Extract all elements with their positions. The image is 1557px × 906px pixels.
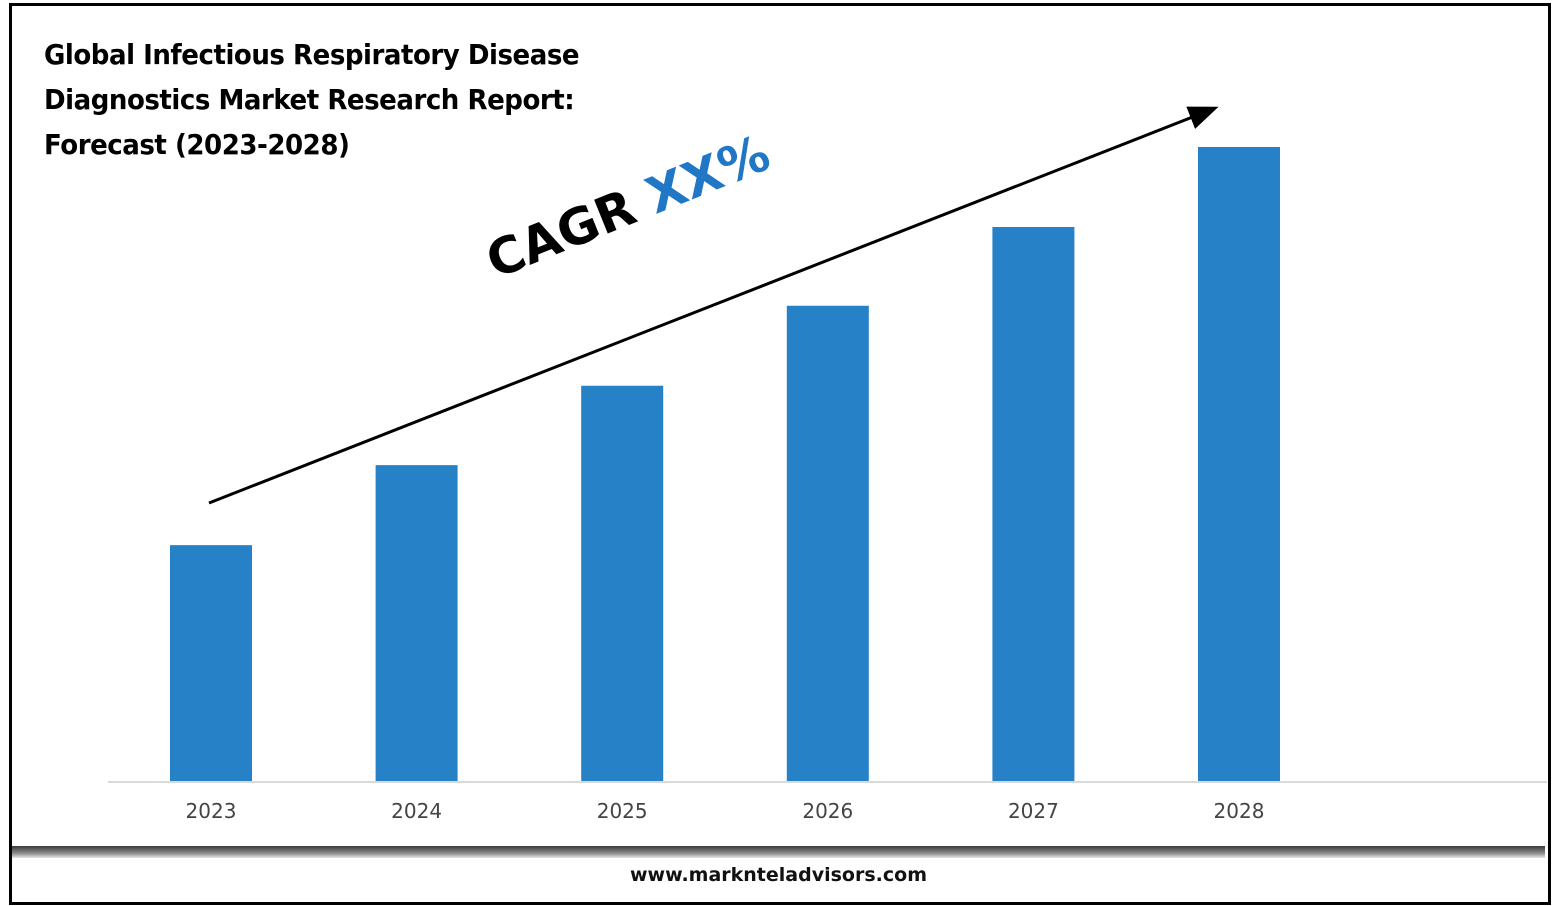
bar-2025 [581, 385, 664, 782]
x-tick-label: 2028 [1214, 799, 1265, 823]
chart-title: Global Infectious Respiratory Disease Di… [44, 38, 580, 161]
bar-2024 [375, 465, 458, 782]
chart-frame [9, 3, 1551, 905]
x-tick-label: 2023 [186, 799, 237, 823]
x-tick-labels: 2023 2024 2025 2026 2027 2028 [186, 799, 1265, 823]
footer-divider [12, 846, 1545, 858]
bar-2023 [170, 545, 252, 782]
x-tick-label: 2024 [391, 799, 442, 823]
bar-2028 [1198, 147, 1280, 782]
x-tick-label: 2026 [802, 799, 853, 823]
x-tick-label: 2025 [597, 799, 648, 823]
bars-group [170, 147, 1280, 782]
footer-url: www.marknteladvisors.com [630, 864, 927, 886]
x-tick-label: 2027 [1008, 799, 1059, 823]
trend-arrow-icon [208, 106, 1219, 505]
bar-2027 [992, 227, 1075, 782]
bar-2026 [786, 305, 869, 782]
